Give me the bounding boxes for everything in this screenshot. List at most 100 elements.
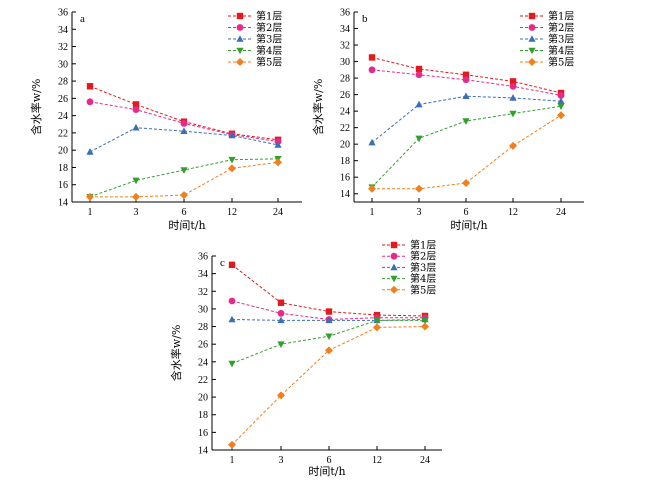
data-point — [277, 391, 285, 400]
x-tick-label: 1 — [88, 207, 93, 218]
data-point — [228, 360, 236, 368]
data-point — [325, 316, 333, 324]
data-point — [228, 297, 236, 305]
data-point — [277, 341, 285, 348]
y-axis-title: 含水率w/% — [169, 325, 183, 382]
data-point — [368, 184, 376, 193]
y-tick-label: 16 — [198, 428, 208, 439]
legend-label: 第1层 — [256, 10, 282, 23]
legend-label: 第1层 — [548, 10, 574, 23]
y-tick-label: 14 — [340, 189, 350, 200]
legend-marker — [528, 58, 536, 66]
x-tick-label: 12 — [372, 455, 382, 466]
data-point — [368, 138, 376, 146]
legend-marker — [390, 285, 398, 294]
data-point — [132, 192, 140, 201]
data-point — [228, 156, 236, 164]
y-tick-label: 22 — [340, 123, 350, 134]
series-line — [231, 300, 425, 320]
data-point — [462, 92, 470, 100]
series-line — [372, 114, 562, 190]
legend-marker — [236, 12, 244, 20]
y-tick-label: 30 — [198, 304, 208, 315]
y-tick-label: 16 — [58, 180, 68, 191]
y-tick-label: 16 — [340, 173, 350, 184]
y-tick-label: 26 — [340, 90, 350, 101]
legend-label: 第5层 — [256, 56, 282, 69]
legend-marker — [236, 47, 244, 55]
x-tick-label: 24 — [420, 455, 430, 466]
data-point — [368, 66, 376, 74]
y-tick-label: 24 — [58, 111, 68, 122]
y-tick-label: 20 — [58, 146, 68, 157]
data-point — [462, 76, 470, 84]
legend-marker — [390, 275, 398, 283]
legend-item: 第4层 — [382, 272, 436, 285]
series-4 — [368, 103, 565, 191]
data-point — [373, 317, 381, 325]
y-tick-label: 18 — [340, 156, 350, 167]
legend-label: 第4层 — [256, 44, 282, 57]
legend-item: 第2层 — [520, 21, 574, 34]
series-1 — [86, 83, 282, 144]
x-axis-title: 时间t/h — [308, 465, 345, 478]
y-tick-label: 14 — [198, 446, 208, 457]
x-tick-label: 3 — [417, 207, 422, 218]
data-point — [132, 177, 140, 185]
y-axis-title: 含水率w/% — [311, 79, 325, 136]
legend-label: 第2层 — [410, 250, 436, 263]
data-point — [274, 158, 282, 167]
y-tick-label: 14 — [58, 198, 68, 209]
legend-marker — [236, 24, 244, 31]
data-point — [132, 101, 140, 108]
y-tick-label: 34 — [198, 269, 208, 280]
y-tick-label: 32 — [58, 42, 68, 53]
data-point — [509, 78, 517, 85]
legend-label: 第5层 — [410, 283, 436, 296]
y-tick-label: 18 — [58, 163, 68, 174]
x-tick-label: 6 — [182, 207, 187, 218]
legend-label: 第2层 — [256, 21, 282, 34]
series-3 — [86, 123, 282, 155]
legend-item: 第1层 — [520, 10, 574, 23]
y-tick-label: 34 — [340, 24, 350, 35]
x-tick-label: 12 — [508, 207, 518, 218]
data-point — [277, 299, 285, 306]
legend-item: 第3层 — [228, 33, 282, 46]
series-4 — [228, 317, 429, 368]
series-3 — [368, 92, 565, 146]
data-point — [86, 98, 94, 106]
data-point — [557, 92, 565, 99]
x-axis-title: 时间t/h — [450, 219, 487, 232]
data-point — [557, 111, 565, 120]
y-tick-label: 36 — [198, 252, 208, 263]
y-tick-label: 24 — [340, 107, 350, 118]
data-point — [509, 141, 517, 150]
x-tick-label: 24 — [556, 207, 566, 218]
legend-label: 第4层 — [410, 272, 436, 285]
legend-label: 第3层 — [548, 33, 574, 46]
data-point — [509, 82, 517, 90]
legend-marker — [390, 263, 398, 271]
panel-label: a — [80, 13, 85, 25]
data-point — [415, 71, 423, 79]
data-point — [557, 103, 565, 110]
legend-item: 第5层 — [228, 56, 282, 69]
data-point — [415, 100, 423, 108]
y-tick-label: 20 — [198, 393, 208, 404]
legend-marker — [528, 35, 536, 42]
data-point — [180, 167, 188, 174]
y-tick-label: 32 — [340, 41, 350, 52]
series-1 — [228, 261, 429, 320]
data-point — [86, 192, 94, 201]
series-5 — [86, 158, 282, 201]
legend-item: 第2层 — [382, 250, 436, 263]
legend-item: 第2层 — [228, 21, 282, 34]
data-point — [373, 323, 381, 332]
x-tick-label: 12 — [227, 207, 237, 218]
y-tick-label: 30 — [58, 59, 68, 70]
